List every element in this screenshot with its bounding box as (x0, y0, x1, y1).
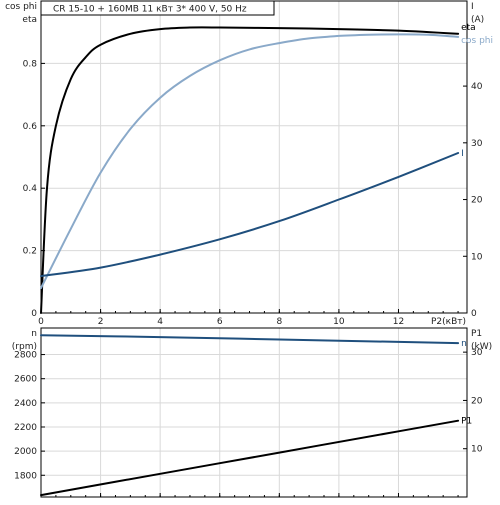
y-right-tick-label: 30 (471, 348, 483, 358)
y-right-tick-label: 40 (471, 82, 483, 92)
x-axis-label: P2(кВт) (431, 317, 466, 327)
y-left-axis-label-top: n (31, 329, 37, 339)
series-line-i (40, 152, 460, 278)
x-tick-label: 2 (98, 317, 104, 327)
title-box (40, 0, 275, 16)
y-right-axis-label-bottom: (A) (471, 15, 484, 25)
series-label-eta: eta (461, 23, 476, 33)
y-left-tick-label: 0.2 (23, 247, 37, 257)
y-right-tick-label: 10 (471, 445, 483, 455)
plot-frame (40, 327, 468, 498)
y-right-axis-label-top: I (471, 2, 474, 12)
y-left-tick-label: 1800 (14, 471, 37, 481)
series-label-cos-phi: cos phi (461, 36, 493, 46)
curves-layer (40, 26, 460, 497)
axes-layer (40, 0, 468, 498)
x-tick-label: 6 (217, 317, 223, 327)
y-left-tick-label: 2800 (14, 351, 37, 361)
series-label-n: n (461, 339, 467, 349)
y-right-tick-label: 20 (471, 196, 483, 206)
x-tick-label: 12 (393, 317, 404, 327)
x-tick-label: 0 (38, 317, 44, 327)
grid-layer (40, 1, 467, 497)
series-line-eta (40, 26, 460, 314)
series-label-p1: P1 (461, 417, 472, 427)
series-line-n (40, 334, 460, 345)
y-right-tick-label: 0 (471, 309, 477, 319)
y-right-tick-label: 20 (471, 396, 483, 406)
title-layer: CR 15-10 + 160MB 11 кВт 3* 400 V, 50 Hz (40, 0, 275, 16)
x-tick-label: 4 (157, 317, 163, 327)
series-line-p1 (40, 419, 460, 497)
y-left-tick-label: 0 (31, 309, 37, 319)
y-left-tick-label: 2600 (14, 375, 37, 385)
y-left-tick-label: 0.4 (23, 184, 38, 194)
x-tick-label: 8 (276, 317, 282, 327)
y-left-tick-label: 2200 (14, 423, 37, 433)
y-left-axis-label-bottom: (rpm) (12, 342, 37, 352)
x-tick-label: 10 (333, 317, 345, 327)
y-left-axis-label-bottom: eta (22, 15, 37, 25)
y-left-tick-label: 2000 (14, 447, 37, 457)
labels-layer: 0 2 4 6 8 10 12 0 0.2 0.4 0.6 0.8 0 10 20 30 40 cos phi et… (5, 2, 493, 481)
chart-title: CR 15-10 + 160MB 11 кВт 3* 400 V, 50 Hz (53, 5, 247, 15)
y-left-tick-label: 2400 (14, 399, 37, 409)
y-left-axis-label-top: cos phi (5, 2, 37, 12)
y-right-tick-label: 10 (471, 252, 483, 262)
series-label-i: I (461, 149, 464, 159)
y-right-axis-label-bottom: (kW) (471, 342, 492, 352)
y-left-tick-label: 0.6 (23, 122, 38, 132)
y-right-axis-label-top: P1 (471, 329, 482, 339)
y-right-tick-label: 30 (471, 139, 483, 149)
series-line-cos-phi (40, 33, 460, 289)
y-left-tick-label: 0.8 (23, 59, 38, 69)
